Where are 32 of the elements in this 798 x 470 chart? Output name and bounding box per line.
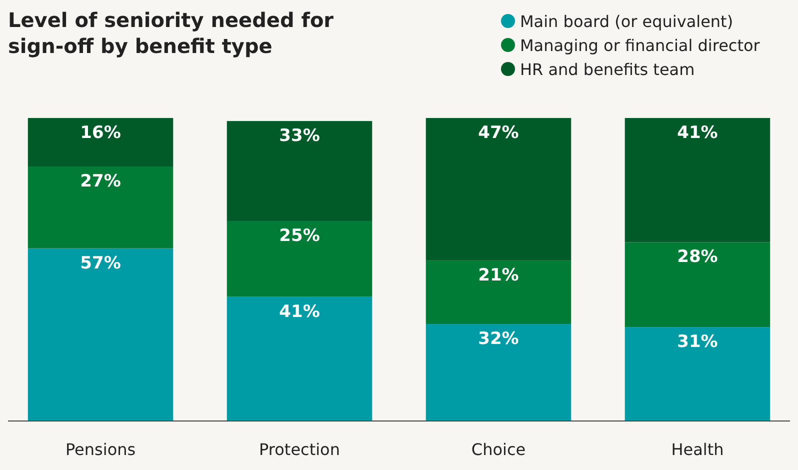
bar bbox=[28, 248, 174, 421]
bar bbox=[624, 118, 770, 242]
bar bbox=[624, 242, 770, 328]
data-label: 25% bbox=[279, 226, 320, 246]
data-label: 31% bbox=[677, 332, 718, 352]
bar bbox=[624, 327, 770, 421]
data-label: 41% bbox=[677, 123, 718, 143]
legend-label: Main board (or equivalent) bbox=[520, 12, 734, 31]
x-tick-label: Pensions bbox=[65, 440, 136, 459]
bar bbox=[226, 221, 372, 297]
bar bbox=[28, 166, 174, 248]
x-tick-label: Protection bbox=[259, 440, 340, 459]
data-label: 41% bbox=[279, 302, 320, 322]
bar bbox=[28, 118, 174, 166]
data-label: 47% bbox=[478, 123, 519, 143]
data-label: 27% bbox=[80, 171, 121, 192]
data-label: 21% bbox=[478, 265, 519, 286]
bar bbox=[226, 121, 372, 222]
data-label: 57% bbox=[80, 253, 121, 274]
bar bbox=[226, 296, 372, 421]
data-label: 32% bbox=[478, 329, 519, 350]
legend-label: HR and benefits team bbox=[520, 60, 695, 79]
bar bbox=[426, 118, 572, 260]
bar bbox=[426, 260, 572, 324]
chart-title: Level of seniority needed for sign-off by benefit type bbox=[8, 8, 334, 58]
bar bbox=[426, 324, 572, 421]
data-label: 16% bbox=[80, 123, 121, 143]
legend-label: Managing or financial director bbox=[520, 36, 760, 55]
data-label: 33% bbox=[279, 126, 320, 146]
data-label: 28% bbox=[677, 247, 718, 268]
x-tick-label: Health bbox=[671, 440, 724, 459]
x-tick-label: Choice bbox=[471, 440, 526, 459]
